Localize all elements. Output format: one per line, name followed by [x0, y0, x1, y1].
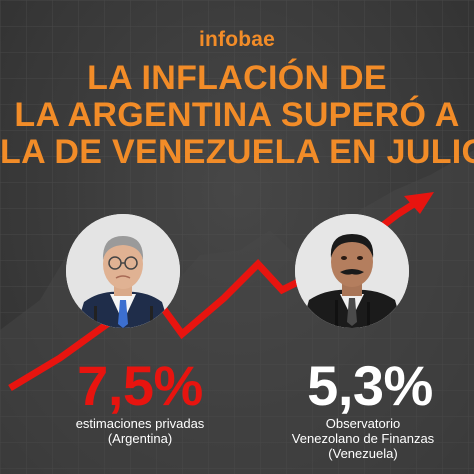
caption-argentina-line-2: (Argentina)	[107, 431, 173, 446]
man-portrait-icon	[66, 214, 180, 328]
headline-line-1: LA INFLACIÓN DE	[87, 59, 387, 97]
headline-line-2: LA ARGENTINA SUPERÓ A	[14, 96, 460, 134]
caption-argentina: estimaciones privadas (Argentina)	[50, 416, 230, 446]
stat-value-argentina: 7,5%	[77, 354, 203, 417]
caption-argentina-line-1: estimaciones privadas	[75, 416, 205, 431]
caption-venezuela-line-3: (Venezuela)	[328, 446, 398, 461]
caption-venezuela: Observatorio Venezolano de Finanzas (Ven…	[268, 416, 458, 461]
portrait-venezuela	[295, 214, 409, 328]
brand-logo: infobae	[198, 28, 276, 51]
headline: LA INFLACIÓN DE LA ARGENTINA SUPERÓ A LA…	[0, 60, 474, 171]
portrait-argentina	[66, 214, 180, 328]
man-portrait-icon	[295, 214, 409, 328]
stat-value-venezuela: 5,3%	[307, 354, 433, 417]
headline-line-3: LA DE VENEZUELA EN JULIO	[0, 133, 474, 171]
caption-venezuela-line-2: Venezolano de Finanzas	[291, 431, 435, 446]
caption-venezuela-line-1: Observatorio	[325, 416, 401, 431]
